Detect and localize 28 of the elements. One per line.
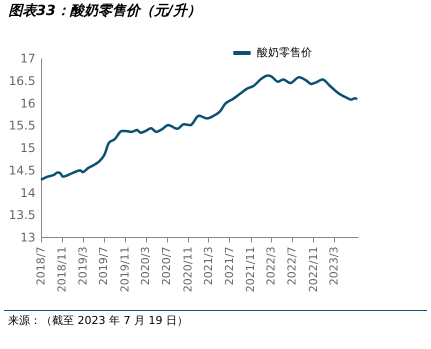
y-tick-label: 16.5 [8, 74, 36, 88]
y-tick-label: 15 [20, 141, 36, 155]
x-tick-label: 2023/3 [327, 246, 340, 286]
line-series [40, 74, 358, 181]
x-tick-label: 2019/3 [76, 246, 90, 286]
x-tick-label: 2020/7 [160, 246, 174, 286]
x-tick-label: 2018/11 [56, 246, 69, 292]
source-note: 来源：（截至 2023 年 7 月 19 日） [8, 313, 189, 328]
x-tick-label: 2021/7 [222, 246, 236, 286]
x-tick-label: 2021/3 [202, 246, 215, 286]
legend-label: 酸奶零售价 [257, 46, 312, 59]
y-tick-label: 13.5 [8, 208, 36, 222]
x-tick-label: 2020/11 [181, 246, 194, 292]
x-tick-label: 2019/7 [97, 246, 110, 286]
y-tick-label: 17 [20, 52, 36, 66]
x-tick-label: 2022/3 [264, 246, 278, 286]
x-tick-label: 2020/3 [139, 246, 152, 286]
y-tick-label: 13 [20, 230, 36, 244]
x-tick-label: 2022/7 [286, 246, 299, 286]
chart-title: 图表33：酸奶零售价（元/升） [8, 2, 201, 19]
y-tick-label: 14.5 [8, 163, 36, 178]
x-tick-label: 2019/11 [118, 246, 132, 292]
x-tick-label: 2022/11 [306, 246, 320, 292]
x-tick-label: 2021/11 [244, 246, 258, 292]
y-tick-label: 14 [20, 186, 36, 200]
x-tick-label: 2018/7 [34, 246, 48, 286]
y-tick-label: 16 [20, 96, 36, 110]
y-tick-label: 15.5 [8, 118, 36, 133]
